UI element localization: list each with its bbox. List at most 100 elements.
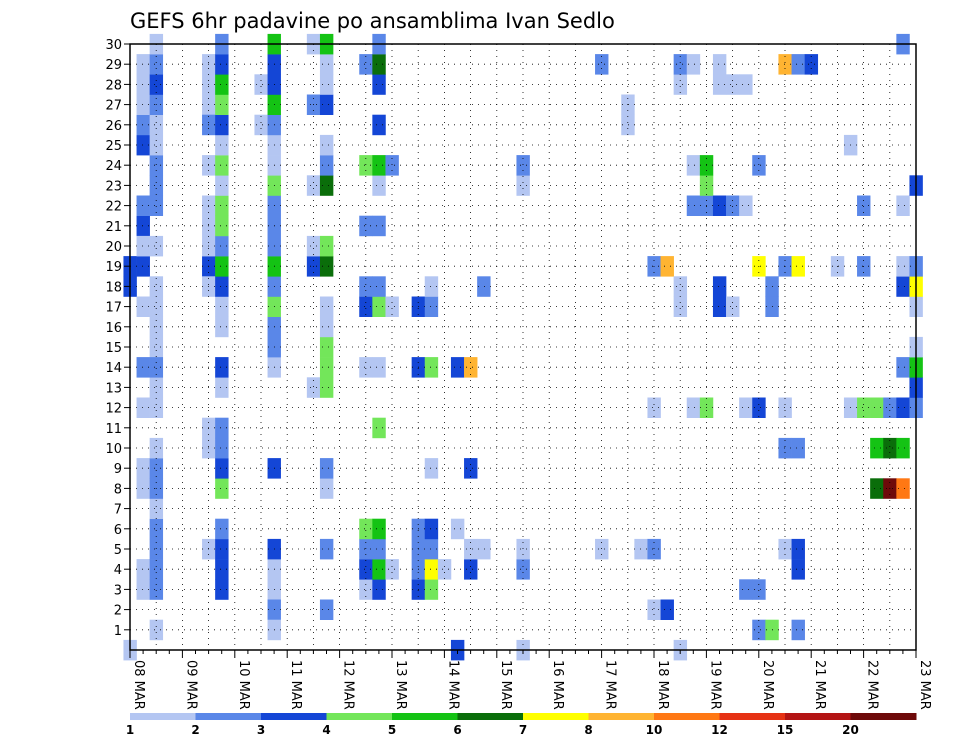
- heatmap-cell: [883, 397, 897, 418]
- heatmap-cell: [424, 559, 439, 580]
- heatmap-cell: [215, 458, 229, 479]
- heatmap-cell: [712, 54, 727, 75]
- heatmap-cell: [726, 296, 740, 317]
- heatmap-cell: [752, 397, 766, 418]
- heatmap-cell: [215, 155, 229, 176]
- heatmap-cell: [712, 195, 727, 216]
- heatmap-cell: [149, 134, 164, 156]
- heatmap-cell: [791, 54, 805, 75]
- heatmap-cell: [306, 377, 321, 398]
- heatmap-cell: [215, 579, 229, 600]
- legend-swatch: [130, 713, 196, 720]
- heatmap-cell: [372, 74, 386, 95]
- heatmap-cell: [149, 518, 164, 540]
- heatmap-cell: [516, 175, 530, 196]
- heatmap-cell: [477, 276, 491, 297]
- heatmap-cell: [726, 195, 740, 216]
- y-tick-label: 10: [105, 442, 122, 457]
- heatmap-cell: [359, 579, 373, 600]
- heatmap-cell: [896, 195, 910, 216]
- heatmap-cell: [136, 296, 150, 317]
- heatmap-cell: [215, 114, 229, 136]
- heatmap-cell: [712, 296, 727, 317]
- heatmap-cell: [359, 518, 373, 540]
- heatmap-cell: [791, 256, 805, 277]
- legend-label: 5: [388, 723, 396, 737]
- y-tick-label: 20: [105, 240, 122, 255]
- legend-swatch: [392, 713, 458, 720]
- x-tick-label: 13 MAR: [393, 660, 408, 710]
- heatmap-cell: [149, 336, 164, 358]
- legend-label: 12: [711, 723, 728, 737]
- heatmap-cell: [778, 437, 792, 459]
- heatmap-cell: [359, 54, 373, 75]
- y-tick-label: 19: [105, 260, 122, 275]
- heatmap-cell: [778, 54, 792, 75]
- heatmap-cell: [660, 256, 674, 277]
- heatmap-cell: [359, 357, 373, 378]
- y-tick-label: 3: [114, 583, 122, 598]
- heatmap-cell: [634, 538, 648, 560]
- heatmap-cell: [595, 54, 609, 75]
- heatmap-cell: [149, 397, 164, 418]
- heatmap-cell: [136, 195, 150, 216]
- heatmap-cell: [136, 94, 150, 115]
- heatmap-cell: [319, 74, 334, 95]
- heatmap-cell: [359, 155, 373, 176]
- heatmap-cell: [673, 54, 688, 75]
- heatmap-cell: [319, 538, 334, 560]
- heatmap-cell: [516, 559, 530, 580]
- heatmap-cell: [739, 397, 753, 418]
- heatmap-cell: [424, 579, 439, 600]
- heatmap-cell: [149, 458, 164, 479]
- heatmap-cell: [883, 437, 897, 459]
- heatmap-cell: [739, 195, 753, 216]
- legend-label: 10: [646, 723, 663, 737]
- legend-swatch: [195, 713, 262, 720]
- heatmap-cell: [686, 195, 701, 216]
- heatmap-cell: [647, 599, 661, 620]
- heatmap-cell: [464, 458, 478, 479]
- heatmap-cell: [372, 215, 386, 237]
- heatmap-cell: [424, 276, 439, 297]
- heatmap-cell: [149, 296, 164, 317]
- heatmap-cell: [215, 175, 229, 196]
- heatmap-cell: [306, 235, 321, 257]
- y-tick-label: 6: [114, 523, 122, 538]
- y-tick-label: 16: [105, 321, 122, 336]
- x-tick-label: 08 MAR: [131, 660, 146, 710]
- heatmap-cell: [896, 357, 910, 378]
- heatmap-cell: [450, 518, 465, 540]
- heatmap-cell: [136, 397, 150, 418]
- heatmap-cell: [319, 175, 334, 196]
- y-tick-label: 2: [114, 604, 122, 619]
- legend-swatch: [654, 713, 720, 720]
- x-tick-label: 17 MAR: [603, 660, 618, 710]
- heatmap-cell: [464, 538, 478, 560]
- heatmap-cell: [870, 397, 884, 418]
- heatmap-cell: [136, 256, 150, 277]
- heatmap-cell: [424, 296, 439, 317]
- y-tick-label: 14: [105, 361, 122, 376]
- heatmap-cell: [372, 579, 386, 600]
- heatmap-cell: [136, 235, 150, 257]
- heatmap-cell: [437, 559, 452, 580]
- heatmap-cell: [215, 316, 229, 338]
- heatmap-cell: [215, 215, 229, 237]
- heatmap-cell: [621, 114, 635, 136]
- heatmap-cell: [372, 357, 386, 378]
- y-tick-label: 26: [105, 119, 122, 134]
- heatmap-cell: [359, 215, 373, 237]
- heatmap-cell: [372, 417, 386, 439]
- heatmap-cell: [464, 357, 478, 378]
- y-tick-label: 23: [105, 179, 122, 194]
- legend-label: 3: [257, 723, 265, 737]
- heatmap-cell: [372, 538, 386, 560]
- heatmap-cell: [450, 357, 465, 378]
- x-tick-label: 10 MAR: [236, 660, 251, 710]
- heatmap-cell: [660, 599, 674, 620]
- x-tick-label: 14 MAR: [445, 660, 460, 710]
- heatmap-cell: [319, 377, 334, 398]
- heatmap-cell: [804, 54, 819, 75]
- heatmap-cell: [896, 256, 910, 277]
